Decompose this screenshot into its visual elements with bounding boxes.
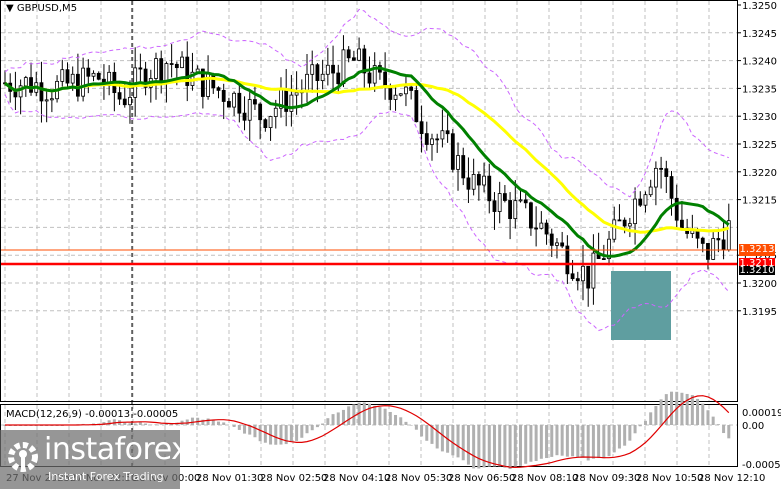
dropdown-triangle-icon[interactable]: ▼ — [6, 3, 17, 14]
svg-text:1.3200: 1.3200 — [742, 279, 777, 290]
gear-logo-icon — [8, 442, 38, 472]
svg-text:1.3240: 1.3240 — [742, 57, 777, 68]
svg-text:1.3195: 1.3195 — [742, 307, 777, 318]
logo-brand: instaforex — [44, 432, 189, 467]
svg-text:28 Nov 09:30: 28 Nov 09:30 — [573, 473, 640, 484]
svg-text:1.3235: 1.3235 — [742, 84, 777, 95]
svg-text:0.00019: 0.00019 — [742, 408, 781, 419]
instaforex-logo: instaforex Instant Forex Trading — [0, 430, 189, 489]
svg-text:1.3215: 1.3215 — [742, 196, 777, 207]
svg-text:28 Nov 12:10: 28 Nov 12:10 — [698, 473, 765, 484]
svg-text:1.3245: 1.3245 — [742, 29, 777, 40]
svg-text:0.00: 0.00 — [742, 421, 764, 432]
svg-text:1.3230: 1.3230 — [742, 112, 777, 123]
price-tag-black: 1.3210 — [739, 266, 775, 275]
svg-text:28 Nov 10:50: 28 Nov 10:50 — [636, 473, 703, 484]
svg-text:28 Nov 04:10: 28 Nov 04:10 — [323, 473, 390, 484]
svg-text:28 Nov 08:10: 28 Nov 08:10 — [511, 473, 578, 484]
svg-text:28 Nov 01:30: 28 Nov 01:30 — [196, 473, 263, 484]
logo-tagline: Instant Forex Trading — [48, 470, 164, 483]
macd-label: MACD(12,26,9) -0.00013 -0.00005 — [6, 409, 179, 420]
svg-text:1.3205: 1.3205 — [742, 251, 777, 262]
price-tag-orange: 1.3213 — [739, 244, 775, 256]
svg-text:1.3250: 1.3250 — [742, 1, 777, 12]
svg-text:28 Nov 06:50: 28 Nov 06:50 — [448, 473, 515, 484]
symbol-title: ▼ GBPUSD,M5 — [6, 3, 78, 14]
svg-text:1.3220: 1.3220 — [742, 168, 777, 179]
svg-text:28 Nov 02:50: 28 Nov 02:50 — [260, 473, 327, 484]
svg-text:28 Nov 05:30: 28 Nov 05:30 — [385, 473, 452, 484]
svg-text:-0.00053: -0.00053 — [742, 460, 781, 471]
svg-text:1.3225: 1.3225 — [742, 140, 777, 151]
